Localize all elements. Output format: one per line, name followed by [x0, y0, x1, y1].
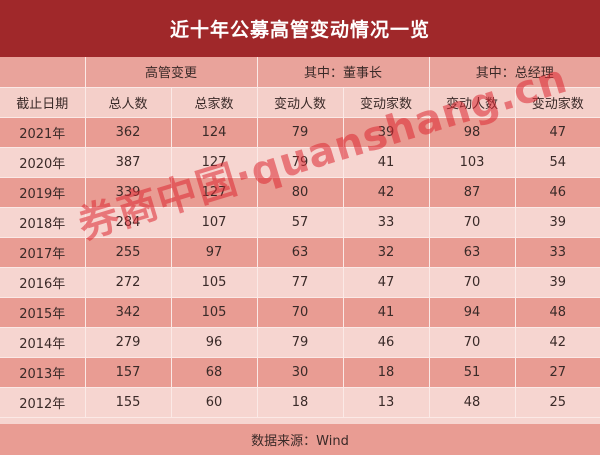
value-cell: 77 — [256, 267, 344, 298]
value-cell: 39 — [342, 117, 430, 148]
table-row: 2015年 342 105 70 41 94 48 — [0, 297, 600, 328]
group-header: 其中：总经理 — [428, 57, 600, 88]
value-cell: 18 — [342, 357, 430, 388]
value-cell: 57 — [256, 207, 344, 238]
value-cell: 39 — [514, 207, 600, 238]
value-cell: 51 — [428, 357, 516, 388]
value-cell: 54 — [514, 147, 600, 178]
value-cell: 63 — [256, 237, 344, 268]
column-header: 变动人数 — [428, 87, 516, 118]
table-row: 2018年 284 107 57 33 70 39 — [0, 207, 600, 238]
value-cell: 47 — [342, 267, 430, 298]
value-cell: 41 — [342, 297, 430, 328]
date-cell: 2013年 — [0, 357, 85, 388]
value-cell: 60 — [170, 387, 258, 418]
value-cell: 46 — [514, 177, 600, 208]
table-row: 2012年 155 60 18 13 48 25 — [0, 387, 600, 418]
value-cell: 103 — [428, 147, 516, 178]
value-cell: 70 — [256, 297, 344, 328]
column-header-row: 截止日期 总人数 总家数 变动人数 变动家数 变动人数 变动家数 — [0, 87, 600, 118]
value-cell: 255 — [84, 237, 171, 268]
value-cell: 33 — [342, 207, 430, 238]
value-cell: 39 — [514, 267, 600, 298]
value-cell: 127 — [170, 147, 258, 178]
value-cell: 41 — [342, 147, 430, 178]
table-row: 2014年 279 96 79 46 70 42 — [0, 327, 600, 358]
value-cell: 18 — [256, 387, 344, 418]
date-cell: 2016年 — [0, 267, 85, 298]
column-header: 变动家数 — [514, 87, 600, 118]
table-row: 2020年 387 127 79 41 103 54 — [0, 147, 600, 178]
value-cell: 48 — [514, 297, 600, 328]
data-source: 数据来源：Wind — [0, 424, 600, 455]
value-cell: 339 — [84, 177, 171, 208]
column-header: 总家数 — [170, 87, 258, 118]
value-cell: 33 — [514, 237, 600, 268]
value-cell: 32 — [342, 237, 430, 268]
value-cell: 70 — [428, 327, 516, 358]
value-cell: 97 — [170, 237, 258, 268]
value-cell: 70 — [428, 267, 516, 298]
column-header: 截止日期 — [0, 87, 85, 118]
value-cell: 279 — [84, 327, 171, 358]
column-header: 变动家数 — [342, 87, 430, 118]
date-cell: 2015年 — [0, 297, 85, 328]
date-cell: 2020年 — [0, 147, 85, 178]
table-row: 2013年 157 68 30 18 51 27 — [0, 357, 600, 388]
date-cell: 2017年 — [0, 237, 85, 268]
value-cell: 79 — [256, 147, 344, 178]
value-cell: 387 — [84, 147, 171, 178]
table-row: 2019年 339 127 80 42 87 46 — [0, 177, 600, 208]
value-cell: 107 — [170, 207, 258, 238]
group-header: 高管变更 — [84, 57, 258, 88]
value-cell: 87 — [428, 177, 516, 208]
date-cell: 2012年 — [0, 387, 85, 418]
value-cell: 13 — [342, 387, 430, 418]
column-header: 总人数 — [84, 87, 171, 118]
date-cell: 2019年 — [0, 177, 85, 208]
date-cell: 2018年 — [0, 207, 85, 238]
value-cell: 284 — [84, 207, 171, 238]
value-cell: 362 — [84, 117, 171, 148]
value-cell: 25 — [514, 387, 600, 418]
value-cell: 48 — [428, 387, 516, 418]
value-cell: 157 — [84, 357, 171, 388]
value-cell: 127 — [170, 177, 258, 208]
group-header-row: 高管变更 其中：董事长 其中：总经理 — [0, 57, 600, 88]
empty-header-cell — [0, 57, 85, 88]
value-cell: 68 — [170, 357, 258, 388]
value-cell: 94 — [428, 297, 516, 328]
table-row: 2021年 362 124 79 39 98 47 — [0, 117, 600, 148]
table-title: 近十年公募高管变动情况一览 — [0, 0, 600, 57]
value-cell: 47 — [514, 117, 600, 148]
date-cell: 2014年 — [0, 327, 85, 358]
value-cell: 30 — [256, 357, 344, 388]
value-cell: 63 — [428, 237, 516, 268]
value-cell: 42 — [342, 177, 430, 208]
value-cell: 155 — [84, 387, 171, 418]
value-cell: 342 — [84, 297, 171, 328]
value-cell: 105 — [170, 297, 258, 328]
value-cell: 46 — [342, 327, 430, 358]
value-cell: 27 — [514, 357, 600, 388]
table-row: 2016年 272 105 77 47 70 39 — [0, 267, 600, 298]
executive-changes-table: 高管变更 其中：董事长 其中：总经理 截止日期 总人数 总家数 变动人数 变动家数 变动人… — [0, 57, 600, 418]
value-cell: 98 — [428, 117, 516, 148]
value-cell: 79 — [256, 117, 344, 148]
table-row: 2017年 255 97 63 32 63 33 — [0, 237, 600, 268]
value-cell: 105 — [170, 267, 258, 298]
date-cell: 2021年 — [0, 117, 85, 148]
column-header: 变动人数 — [256, 87, 344, 118]
value-cell: 70 — [428, 207, 516, 238]
group-header: 其中：董事长 — [256, 57, 430, 88]
value-cell: 96 — [170, 327, 258, 358]
value-cell: 80 — [256, 177, 344, 208]
value-cell: 42 — [514, 327, 600, 358]
value-cell: 124 — [170, 117, 258, 148]
value-cell: 79 — [256, 327, 344, 358]
value-cell: 272 — [84, 267, 171, 298]
